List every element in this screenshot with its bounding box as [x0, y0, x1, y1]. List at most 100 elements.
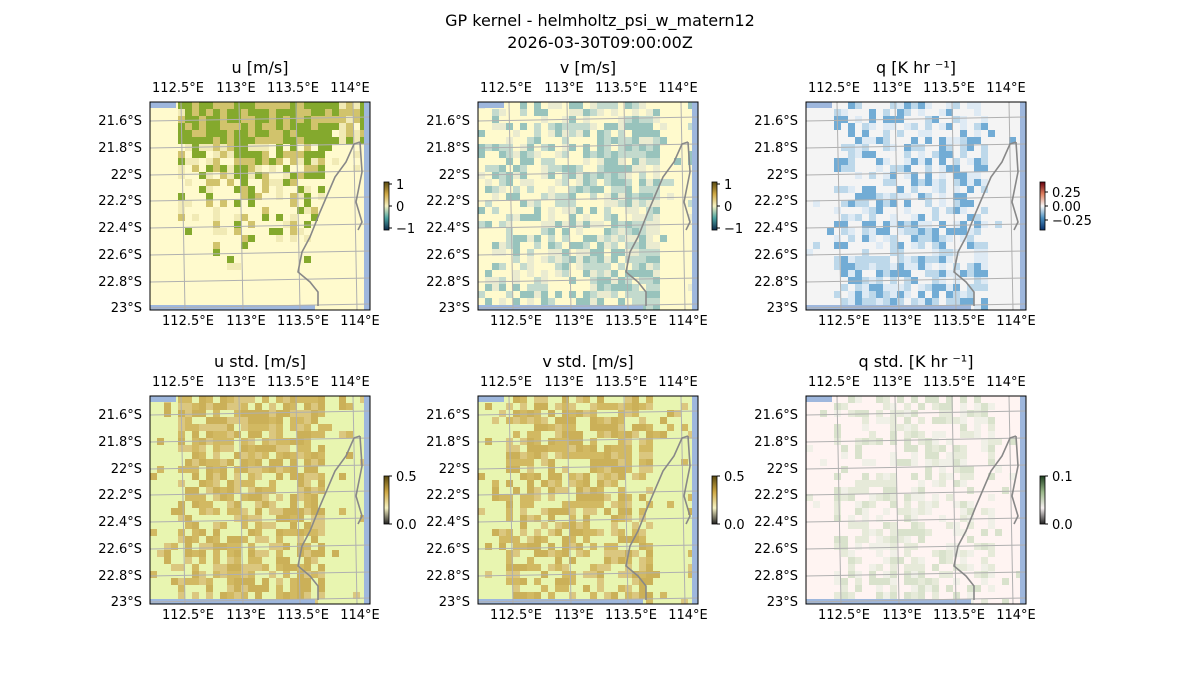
field-cell: [646, 158, 653, 165]
field-cell: [318, 459, 325, 466]
field-cell: [904, 123, 911, 130]
field-cell: [227, 130, 234, 137]
field-cell: [918, 494, 925, 501]
field-cell: [911, 235, 918, 242]
field-cell: [604, 263, 611, 270]
field-cell: [967, 158, 974, 165]
field-cell: [674, 410, 681, 417]
field-cell: [590, 466, 597, 473]
field-cell: [960, 445, 967, 452]
field-cell: [646, 438, 653, 445]
field-cell: [646, 298, 653, 305]
field-cell: [1009, 137, 1016, 144]
field-cell: [555, 179, 562, 186]
field-cell: [185, 487, 192, 494]
field-cell: [618, 515, 625, 522]
colorbar-tick-label: 0.5: [396, 470, 417, 485]
field-cell: [834, 508, 841, 515]
field-cell: [904, 151, 911, 158]
field-cell: [527, 501, 534, 508]
field-cell: [639, 536, 646, 543]
field-cell: [625, 179, 632, 186]
field-cell: [904, 578, 911, 585]
field-cell: [199, 410, 206, 417]
field-cell: [953, 291, 960, 298]
field-cell: [876, 263, 883, 270]
field-cell: [562, 466, 569, 473]
field-cell: [227, 179, 234, 186]
field-cell: [206, 578, 213, 585]
field-cell: [206, 508, 213, 515]
field-cell: [918, 529, 925, 536]
field-cell: [213, 130, 220, 137]
field-cell: [234, 487, 241, 494]
field-cell: [569, 557, 576, 564]
field-cell: [227, 585, 234, 592]
field-cell: [869, 228, 876, 235]
field-cell: [262, 466, 269, 473]
field-cell: [262, 438, 269, 445]
field-cell: [583, 263, 590, 270]
field-cell: [527, 179, 534, 186]
field-cell: [192, 578, 199, 585]
field-cell: [953, 228, 960, 235]
lon-tick-bottom: 114°E: [996, 608, 1036, 623]
field-cell: [290, 459, 297, 466]
field-cell: [576, 228, 583, 235]
field-cell: [974, 249, 981, 256]
field-cell: [513, 564, 520, 571]
lat-tick: 21.8°S: [98, 141, 142, 156]
field-cell: [639, 459, 646, 466]
field-cell: [506, 214, 513, 221]
field-cell: [953, 298, 960, 305]
field-cell: [632, 151, 639, 158]
field-cell: [618, 186, 625, 193]
field-cell: [625, 221, 632, 228]
field-cell: [227, 165, 234, 172]
coastline: [953, 141, 1019, 306]
field-cell: [255, 144, 262, 151]
field-cell: [625, 501, 632, 508]
field-cell: [848, 165, 855, 172]
field-cell: [967, 550, 974, 557]
field-cell: [988, 403, 995, 410]
field-cell: [946, 403, 953, 410]
field-cell: [318, 424, 325, 431]
field-cell: [869, 438, 876, 445]
field-cell: [227, 102, 234, 109]
field-cell: [311, 473, 318, 480]
field-cell: [234, 137, 241, 144]
field-cell: [241, 536, 248, 543]
field-cell: [604, 417, 611, 424]
field-cell: [904, 417, 911, 424]
field-cell: [618, 431, 625, 438]
field-cell: [534, 102, 541, 109]
field-cell: [290, 417, 297, 424]
field-cell: [332, 102, 339, 109]
field-cell: [904, 501, 911, 508]
field-cell: [213, 417, 220, 424]
field-cell: [192, 487, 199, 494]
field-cell: [653, 193, 660, 200]
field-cell: [632, 116, 639, 123]
field-cell: [611, 550, 618, 557]
field-cell: [981, 158, 988, 165]
field-cell: [241, 515, 248, 522]
field-cell: [541, 291, 548, 298]
field-cell: [974, 277, 981, 284]
field-cell: [304, 256, 311, 263]
field-cell: [213, 123, 220, 130]
lat-tick: 22.8°S: [98, 275, 142, 290]
colorbar-tick-label: −1: [724, 222, 743, 237]
field-cell: [583, 151, 590, 158]
field-cell: [890, 179, 897, 186]
field-cell: [918, 221, 925, 228]
field-cell: [248, 396, 255, 403]
field-cell: [248, 417, 255, 424]
field-cell: [653, 137, 660, 144]
field-cell: [290, 585, 297, 592]
field-cell: [576, 172, 583, 179]
field-cell: [869, 431, 876, 438]
field-cell: [513, 536, 520, 543]
field-cell: [639, 214, 646, 221]
